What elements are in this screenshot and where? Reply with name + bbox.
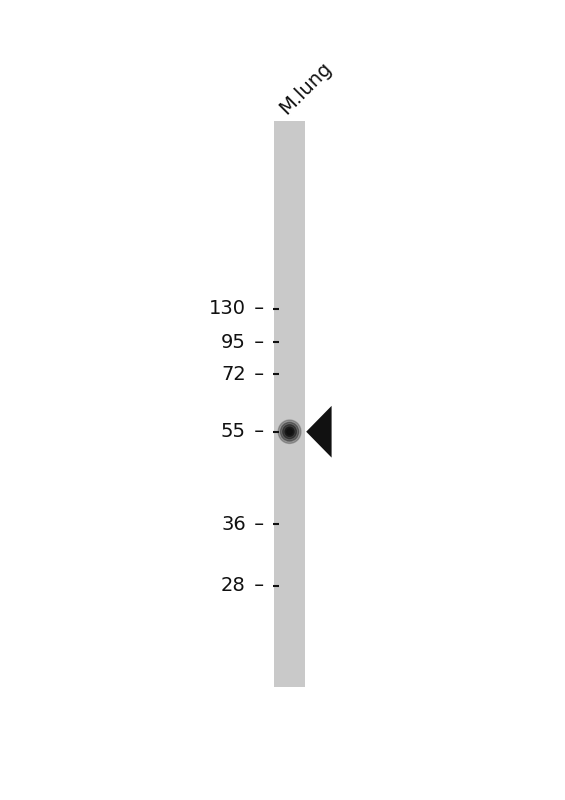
Text: 55: 55 [221,422,246,442]
Bar [274,121,305,687]
Text: –: – [248,365,264,384]
Ellipse shape [280,422,299,441]
Text: M.lung: M.lung [276,58,336,118]
Ellipse shape [285,427,294,437]
Text: 36: 36 [221,514,246,534]
Text: 72: 72 [221,365,246,384]
Ellipse shape [286,429,293,434]
Text: –: – [248,514,264,534]
Ellipse shape [282,425,297,438]
Text: 95: 95 [221,333,246,352]
Polygon shape [306,406,332,458]
Text: 130: 130 [209,299,246,318]
Text: –: – [248,299,264,318]
Text: –: – [248,422,264,442]
Text: –: – [248,333,264,352]
Text: –: – [248,576,264,595]
Text: 28: 28 [221,576,246,595]
Ellipse shape [278,420,301,443]
